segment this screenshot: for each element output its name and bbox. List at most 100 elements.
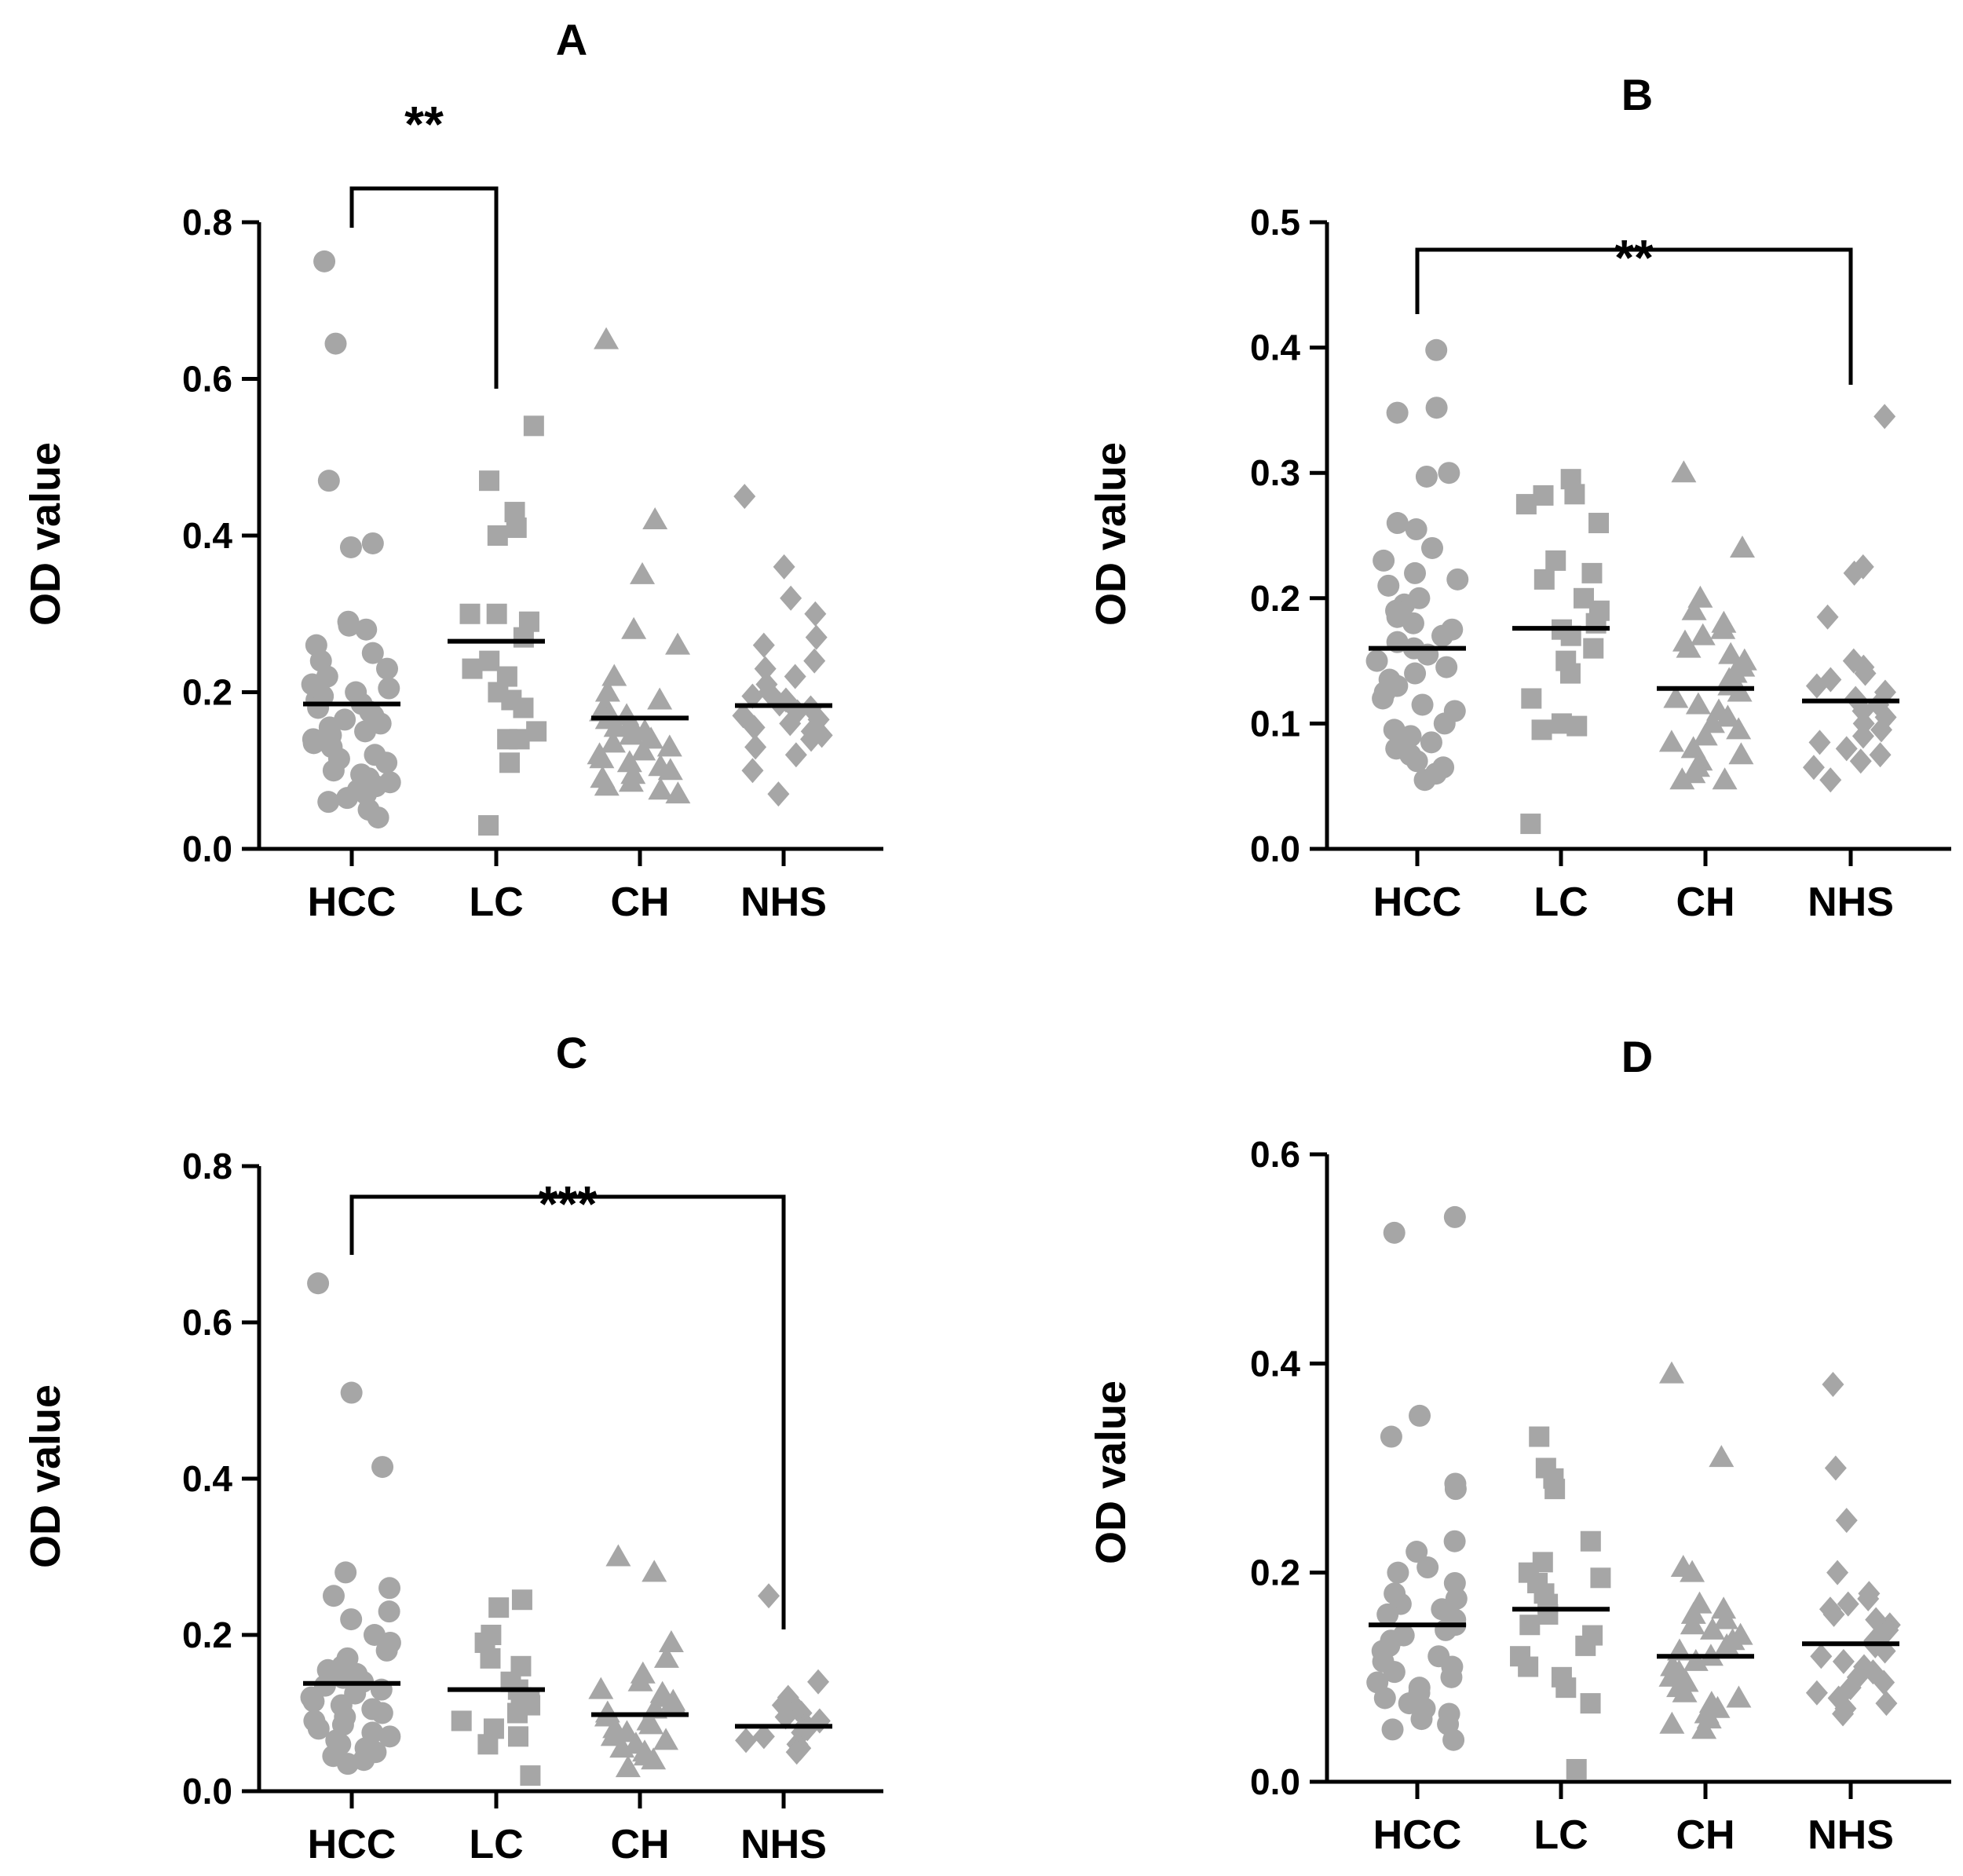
y-tick-label: 0.1 <box>1250 703 1300 744</box>
data-point <box>506 1702 528 1724</box>
data-point <box>780 585 802 611</box>
data-point <box>642 507 668 530</box>
data-point <box>1446 568 1469 591</box>
significance-bracket <box>349 186 499 389</box>
panel-title: A <box>556 15 587 64</box>
data-point <box>1438 462 1460 485</box>
data-point <box>741 683 764 709</box>
data-point <box>523 415 544 437</box>
y-tick-label: 0.4 <box>182 1458 232 1499</box>
y-tick-label: 0.4 <box>1250 1343 1300 1384</box>
data-point <box>322 1585 345 1607</box>
data-point <box>1386 401 1409 424</box>
data-point <box>1425 397 1448 419</box>
y-tick-label: 0.2 <box>182 1615 232 1655</box>
series-lc <box>1510 1426 1611 1780</box>
data-point <box>1406 750 1428 773</box>
data-point <box>1712 767 1738 790</box>
x-tick-label: NHS <box>1808 879 1894 925</box>
y-tick-label: 0.2 <box>1250 1552 1300 1593</box>
data-point <box>1431 624 1454 647</box>
x-tick-label: NHS <box>740 879 827 925</box>
y-tick-label: 0.5 <box>1250 202 1300 243</box>
data-point <box>1854 660 1877 686</box>
data-point <box>1413 769 1436 792</box>
data-point <box>779 711 802 737</box>
series-ch <box>587 327 691 804</box>
data-point <box>1819 767 1842 793</box>
panel-title: C <box>556 1028 587 1077</box>
data-point <box>1380 1425 1402 1448</box>
data-point <box>478 815 499 836</box>
y-tick-label: 0.0 <box>1250 1761 1300 1802</box>
data-point <box>804 601 827 627</box>
data-point <box>1373 1687 1396 1710</box>
data-point <box>1386 512 1409 535</box>
data-point <box>631 738 656 761</box>
data-point <box>375 751 398 774</box>
data-point <box>1566 1759 1587 1780</box>
series-lc <box>448 1589 545 1786</box>
data-point <box>733 484 756 510</box>
data-point <box>1685 692 1711 715</box>
data-point <box>1658 1361 1684 1384</box>
data-point <box>1711 1596 1737 1619</box>
data-point <box>1417 1556 1439 1579</box>
data-point <box>616 750 642 773</box>
y-tick-label: 0.0 <box>182 1771 232 1812</box>
data-point <box>1443 1205 1466 1228</box>
series-ch <box>588 1544 689 1778</box>
data-point <box>1581 562 1603 583</box>
data-point <box>317 470 340 492</box>
data-point <box>621 616 647 639</box>
data-point <box>1365 649 1388 672</box>
data-point <box>509 729 530 750</box>
y-tick-label: 0.6 <box>182 359 232 400</box>
x-tick-label: NHS <box>740 1822 827 1867</box>
data-point <box>1402 612 1424 634</box>
data-point <box>507 1726 528 1747</box>
data-point <box>1435 1618 1457 1641</box>
data-point <box>1837 1591 1859 1617</box>
data-point <box>511 1589 532 1611</box>
data-point <box>340 1381 363 1404</box>
data-point <box>1672 1680 1698 1702</box>
panel-b: B OD value 0.0 0.1 0.2 0.3 0.4 0.5 HCC LC CH NHS ** <box>1088 70 1951 925</box>
data-point <box>378 677 400 700</box>
data-point <box>1521 688 1542 709</box>
x-tick-label: LC <box>1533 1812 1588 1858</box>
data-point <box>743 715 766 741</box>
data-point <box>603 715 629 737</box>
data-point <box>1555 1677 1577 1699</box>
data-point <box>1680 1560 1705 1582</box>
data-point <box>605 1544 631 1567</box>
data-point <box>1404 662 1427 685</box>
series-ch <box>1657 1361 1754 1739</box>
data-point <box>1405 518 1427 541</box>
y-tick-label: 0.2 <box>1250 578 1300 619</box>
series-lc <box>448 415 547 836</box>
data-point <box>1680 1601 1706 1624</box>
data-point <box>302 1690 325 1713</box>
data-point <box>661 1692 687 1715</box>
data-point <box>1692 723 1718 746</box>
data-point <box>744 734 767 760</box>
data-point <box>317 791 340 814</box>
x-tick-label: NHS <box>1808 1812 1894 1858</box>
data-point <box>313 250 336 272</box>
data-point <box>1545 550 1566 571</box>
significance-label: *** <box>539 1176 598 1232</box>
data-point <box>1816 604 1839 630</box>
data-point <box>1718 642 1744 664</box>
data-point <box>754 656 777 682</box>
data-point <box>1843 560 1866 586</box>
data-point <box>1519 1615 1541 1636</box>
data-point <box>1583 638 1604 659</box>
data-point <box>784 742 807 768</box>
data-point <box>1588 513 1610 534</box>
data-point <box>1873 404 1896 430</box>
data-point <box>322 759 345 782</box>
data-point <box>642 1560 667 1582</box>
data-point <box>653 1728 679 1750</box>
